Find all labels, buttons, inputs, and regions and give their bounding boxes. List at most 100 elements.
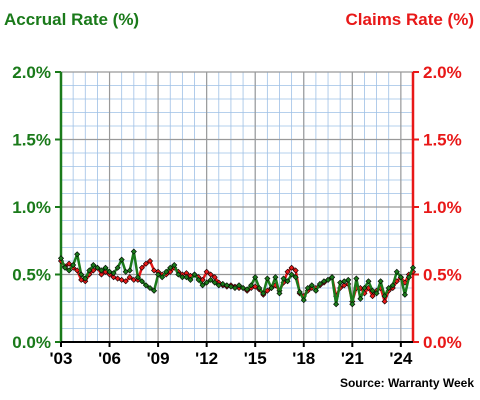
accrual-point bbox=[199, 282, 206, 289]
claims-point bbox=[138, 264, 145, 271]
claims-point bbox=[130, 276, 137, 283]
accrual-point bbox=[183, 274, 190, 281]
accrual-point bbox=[102, 264, 109, 271]
accrual-point bbox=[195, 276, 202, 283]
accrual-point bbox=[405, 274, 412, 281]
accrual-point bbox=[94, 264, 101, 271]
claims-point bbox=[369, 293, 376, 300]
accrual-point bbox=[264, 275, 271, 282]
right-tick-label: 0.5% bbox=[423, 266, 462, 285]
accrual-point bbox=[409, 264, 417, 271]
accrual-point bbox=[397, 274, 404, 281]
accrual-point bbox=[90, 262, 97, 269]
x-tick-label: '24 bbox=[389, 349, 412, 368]
accrual-series bbox=[57, 248, 417, 308]
x-tick-label: '15 bbox=[244, 349, 267, 368]
accrual-point bbox=[369, 287, 376, 294]
accrual-point bbox=[235, 282, 243, 289]
x-tick-label: '18 bbox=[292, 349, 315, 368]
accrual-point bbox=[272, 274, 279, 281]
accrual-point bbox=[138, 278, 145, 285]
accrual-point bbox=[110, 270, 117, 277]
accrual-point bbox=[260, 290, 267, 297]
left-tick-label: 0.0% bbox=[12, 333, 51, 352]
accrual-point bbox=[304, 284, 311, 292]
accrual-line bbox=[59, 250, 415, 306]
accrual-point bbox=[231, 284, 239, 292]
accrual-point bbox=[207, 276, 214, 283]
accrual-point bbox=[349, 301, 356, 308]
accrual-point bbox=[385, 284, 392, 292]
accrual-point bbox=[280, 275, 287, 282]
accrual-point bbox=[316, 280, 323, 287]
accrual-point bbox=[70, 262, 77, 269]
accrual-point bbox=[211, 279, 218, 286]
claims-point bbox=[66, 260, 73, 267]
right-tick-label: 1.0% bbox=[423, 198, 462, 217]
accrual-point bbox=[288, 271, 295, 278]
accrual-point bbox=[240, 284, 247, 292]
chart-grid bbox=[60, 71, 414, 343]
accrual-point bbox=[248, 282, 255, 289]
left-tick-label: 2.0% bbox=[12, 63, 51, 82]
accrual-point bbox=[393, 268, 400, 275]
accrual-point bbox=[296, 289, 303, 296]
accrual-point bbox=[142, 282, 149, 289]
accrual-point bbox=[98, 267, 105, 274]
left-tick-label: 1.5% bbox=[12, 131, 51, 150]
claims-point bbox=[114, 275, 121, 282]
accrual-point bbox=[292, 274, 299, 281]
accrual-point bbox=[159, 274, 166, 281]
accrual-point bbox=[401, 291, 408, 298]
claims-point bbox=[381, 298, 388, 305]
claims-point bbox=[118, 276, 125, 283]
claims-point bbox=[284, 268, 291, 275]
x-tick-label: '21 bbox=[341, 349, 364, 368]
accrual-point bbox=[284, 278, 291, 285]
accrual-point bbox=[329, 274, 336, 281]
accrual-point bbox=[357, 295, 364, 302]
x-tick-label: '12 bbox=[195, 349, 218, 368]
accrual-point bbox=[155, 271, 162, 278]
accrual-point bbox=[345, 276, 352, 283]
accrual-point bbox=[78, 271, 85, 278]
accrual-point bbox=[276, 290, 283, 297]
accrual-point bbox=[389, 282, 396, 289]
accrual-point bbox=[106, 268, 113, 275]
x-tick-label: '06 bbox=[98, 349, 121, 368]
accrual-point bbox=[325, 276, 332, 283]
accrual-point bbox=[191, 271, 198, 278]
left-tick-label: 1.0% bbox=[12, 198, 51, 217]
accrual-point bbox=[86, 267, 93, 274]
claims-point bbox=[203, 268, 210, 275]
right-axis-label: Claims Rate (%) bbox=[345, 10, 474, 29]
accrual-point bbox=[134, 274, 141, 281]
accrual-point bbox=[146, 284, 154, 292]
accrual-point bbox=[82, 275, 89, 282]
accrual-point bbox=[268, 284, 275, 292]
accrual-point bbox=[353, 275, 360, 282]
claims-point bbox=[126, 274, 133, 281]
claims-point bbox=[74, 267, 81, 274]
accrual-point bbox=[187, 276, 194, 283]
accrual-point bbox=[57, 255, 65, 262]
claims-point bbox=[98, 271, 105, 278]
left-axis-label: Accrual Rate (%) bbox=[4, 10, 140, 29]
accrual-point bbox=[308, 282, 315, 289]
chart-series bbox=[57, 248, 417, 308]
accrual-point bbox=[179, 274, 186, 281]
chart-axes: 0.0% 0.0% 0.5% 0.5% 1.0% 1.0% 1.5% 1.5% 2.0% 2.0%… bbox=[12, 63, 462, 368]
source-note: Source: Warranty Week bbox=[339, 376, 474, 390]
accrual-point bbox=[130, 248, 137, 255]
accrual-point bbox=[381, 293, 388, 300]
claims-point bbox=[90, 267, 97, 274]
claims-point bbox=[292, 267, 299, 274]
accrual-point bbox=[377, 278, 384, 285]
right-tick-label: 0.0% bbox=[423, 333, 462, 352]
accrual-point bbox=[252, 274, 259, 281]
claims-point bbox=[146, 257, 154, 265]
right-tick-label: 2.0% bbox=[423, 63, 462, 82]
left-tick-label: 0.5% bbox=[12, 266, 51, 285]
claims-point bbox=[142, 260, 149, 267]
